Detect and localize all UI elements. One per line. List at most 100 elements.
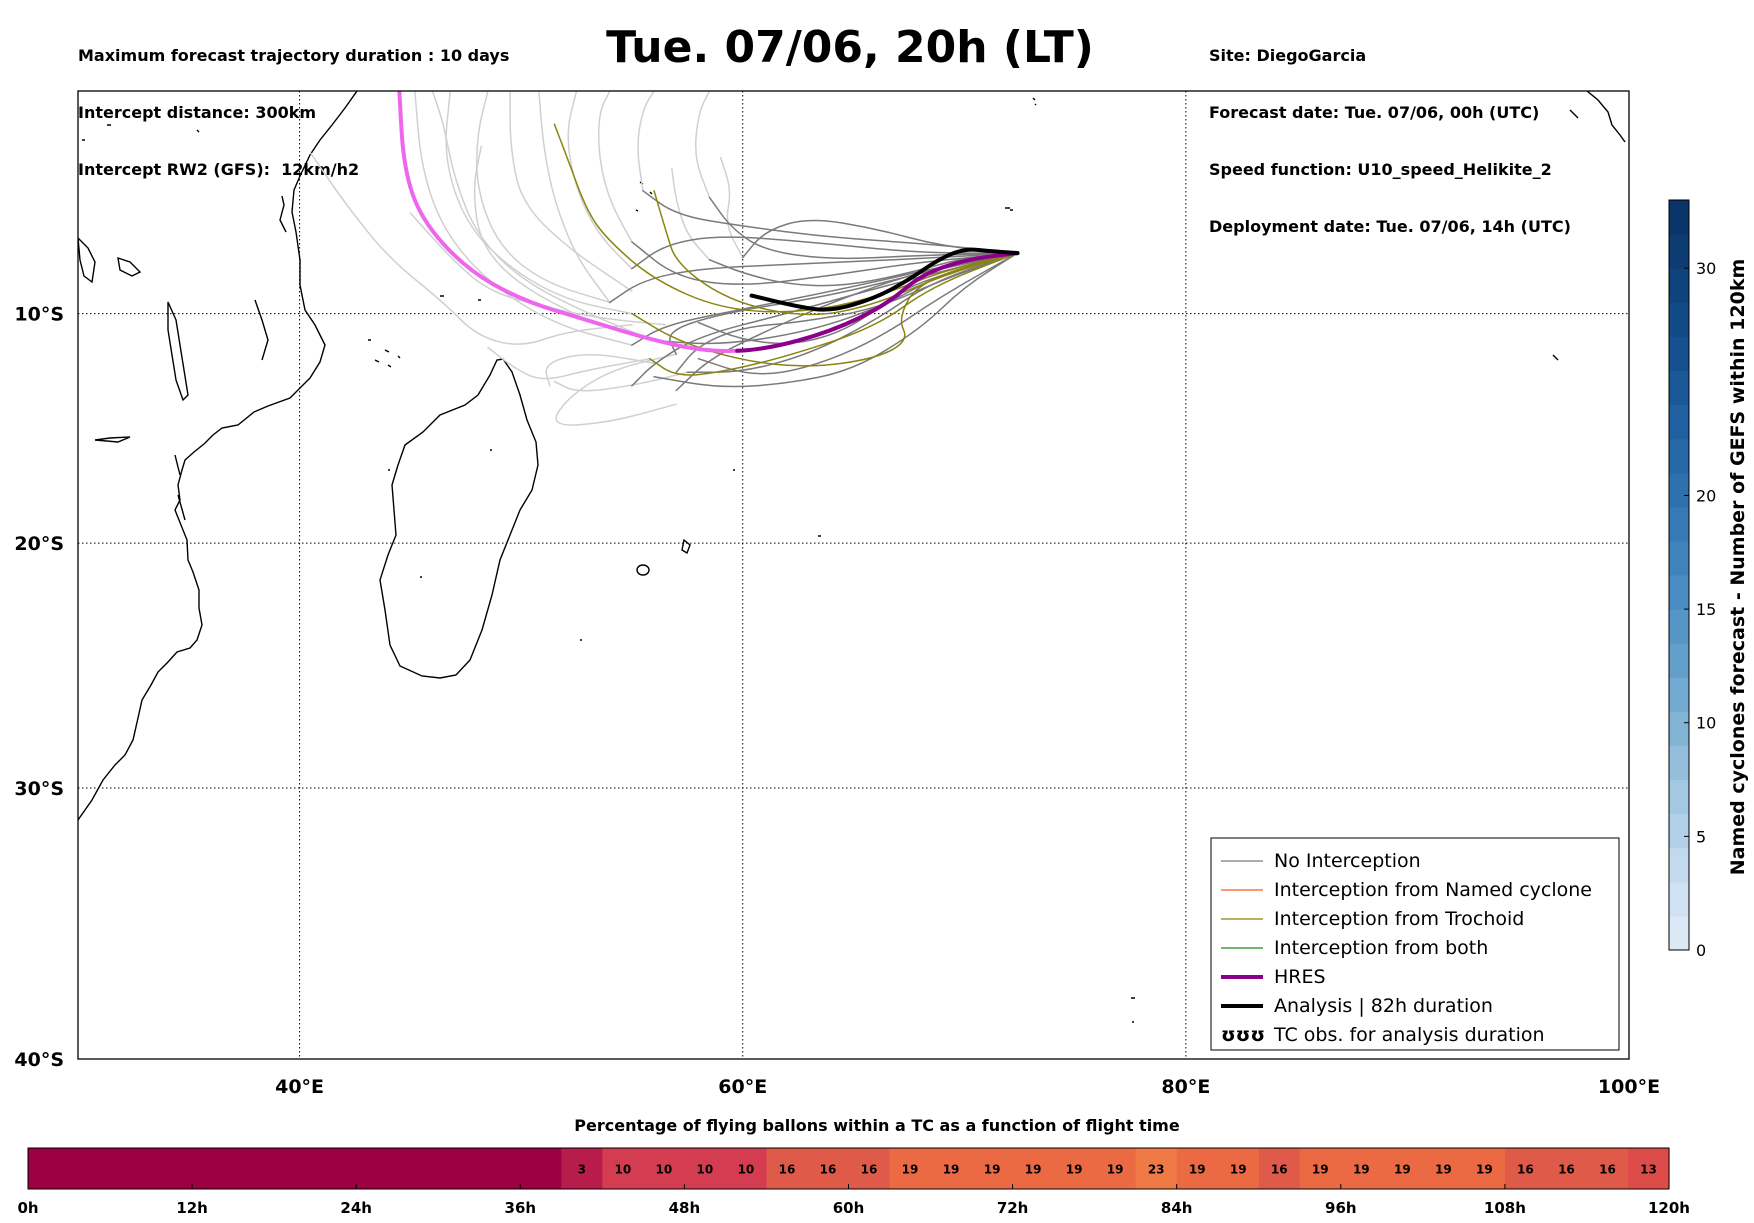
header-right: Site: DiegoGarcia Forecast date: Tue. 07…: [1209, 8, 1571, 255]
trajectory-faded: [694, 91, 711, 199]
colorbar: 0 5 10 15 20 30: [1668, 199, 1716, 960]
colorbar-segment: [1669, 847, 1689, 883]
lake-region: [167, 301, 189, 402]
time-bar-value: 16: [1558, 1163, 1575, 1177]
time-bar-value: 19: [1025, 1163, 1042, 1177]
time-bar-value: 19: [984, 1163, 1001, 1177]
trajectory-faded: [476, 91, 611, 304]
time-bar-tick-label: 72h: [997, 1199, 1029, 1217]
time-bar-cell: [1258, 1148, 1301, 1189]
time-bar-cell: [1340, 1148, 1383, 1189]
comoros-islands: [374, 355, 401, 368]
time-bar-cell: [520, 1148, 562, 1189]
time-bar-value: 16: [820, 1163, 837, 1177]
time-bar-cell: [151, 1148, 193, 1189]
chagos-dots: [1005, 207, 1013, 211]
trajectory-faded: [487, 346, 651, 380]
reunion-island: [636, 564, 650, 576]
time-bar-cell: [1299, 1148, 1342, 1189]
colorbar-segment: [1669, 779, 1689, 815]
colorbar-segment: [1669, 813, 1689, 849]
time-bar-tick-label: 36h: [505, 1199, 537, 1217]
x-tick-label: 100°E: [1598, 1076, 1660, 1098]
time-bar-cell: [69, 1148, 111, 1189]
time-bar-cell: [1504, 1148, 1547, 1189]
mauritius-island: [681, 538, 691, 555]
time-bar-cell: [356, 1148, 398, 1189]
time-bar-cell: [1094, 1148, 1137, 1189]
time-bar-value: 19: [1312, 1163, 1329, 1177]
time-bar-value: 19: [1394, 1163, 1411, 1177]
time-bar-cell: [848, 1148, 891, 1189]
colorbar-frame: [1668, 199, 1690, 951]
colorbar-segment: [1669, 234, 1689, 269]
x-tick-label: 60°E: [718, 1076, 767, 1098]
time-bar-cell: [1012, 1148, 1055, 1189]
colorbar-tick-label: 15: [1696, 600, 1716, 619]
time-bar-cell: [889, 1148, 932, 1189]
lake-victoria: [117, 256, 142, 277]
time-bar-cell: [28, 1148, 70, 1189]
time-bar-value: 19: [1189, 1163, 1206, 1177]
colorbar-tick-label: 10: [1696, 714, 1716, 733]
x-tick-label: 80°E: [1161, 1076, 1210, 1098]
time-bar-cell: [1381, 1148, 1424, 1189]
time-bar-cell: [479, 1148, 521, 1189]
legend-label: TC obs. for analysis duration: [1273, 1024, 1545, 1046]
time-bar-cell: [438, 1148, 480, 1189]
time-bar-cell: [1545, 1148, 1588, 1189]
trajectory-analysis: [749, 247, 1020, 312]
legend: No Interception Interception from Named c…: [1210, 837, 1620, 1051]
y-tick-label: 30°S: [14, 778, 64, 800]
colorbar-label: Named cyclones forecast - Number of GEFS…: [1727, 259, 1749, 876]
time-bar-cell: [725, 1148, 768, 1189]
west-lake: [78, 237, 96, 284]
colorbar-segment: [1669, 302, 1689, 337]
colorbar-segment: [1669, 200, 1689, 235]
colorbar-segment: [1669, 506, 1689, 542]
y-tick-label: 40°S: [14, 1049, 64, 1071]
trajectory-faded: [671, 167, 711, 261]
trajectory-faded: [719, 156, 744, 259]
chart-title: Tue. 07/06, 20h (LT): [606, 22, 1094, 73]
time-bar-cell: [971, 1148, 1014, 1189]
time-bar-cell: [233, 1148, 275, 1189]
trajectory-trochoid: [553, 123, 1019, 313]
trajectory-none: [697, 252, 1019, 375]
time-bar-tick-label: 60h: [833, 1199, 865, 1217]
legend-box: [1210, 837, 1620, 1051]
colorbar-segment: [1669, 472, 1689, 508]
time-bar-cell: [602, 1148, 644, 1189]
trajectory-none: [708, 196, 1019, 260]
time-bar-title: Percentage of flying ballons within a TC…: [574, 1116, 1180, 1135]
colorbar-segment: [1669, 643, 1689, 678]
colorbar-segment: [1669, 540, 1689, 576]
northeast-island: [1569, 91, 1626, 143]
trajectory-faded: [538, 91, 611, 304]
colorbar-tick-label: 0: [1696, 941, 1706, 960]
legend-symbol-tc-obs: ʊʊʊ: [1221, 1024, 1265, 1046]
time-bar-value: 19: [1107, 1163, 1124, 1177]
trajectory-none: [741, 219, 1019, 259]
time-bar-cell: [561, 1148, 603, 1189]
colorbar-tick-label: 5: [1696, 827, 1706, 846]
time-bar-cell: [1053, 1148, 1096, 1189]
north-dots: [82, 97, 1037, 141]
time-bar-cell: [1463, 1148, 1506, 1189]
colorbar-segment: [1669, 404, 1689, 440]
time-bar-cell: [766, 1148, 809, 1189]
time-bar-tick-label: 12h: [176, 1199, 208, 1217]
africa-coastline: [78, 91, 358, 821]
time-bar-cell: [192, 1148, 234, 1189]
time-bar-cell: [643, 1148, 685, 1189]
legend-label: Interception from Trochoid: [1274, 908, 1524, 930]
colorbar-tick-label: 30: [1696, 259, 1716, 278]
time-bar-value: 13: [1640, 1163, 1657, 1177]
time-bar-value: 16: [1517, 1163, 1534, 1177]
time-bar-value: 19: [1066, 1163, 1083, 1177]
header-right-line-1: Site: DiegoGarcia: [1209, 46, 1367, 65]
legend-label: Analysis | 82h duration: [1274, 995, 1493, 1017]
time-bar-cell: [1135, 1148, 1178, 1189]
colorbar-segment: [1669, 881, 1689, 917]
